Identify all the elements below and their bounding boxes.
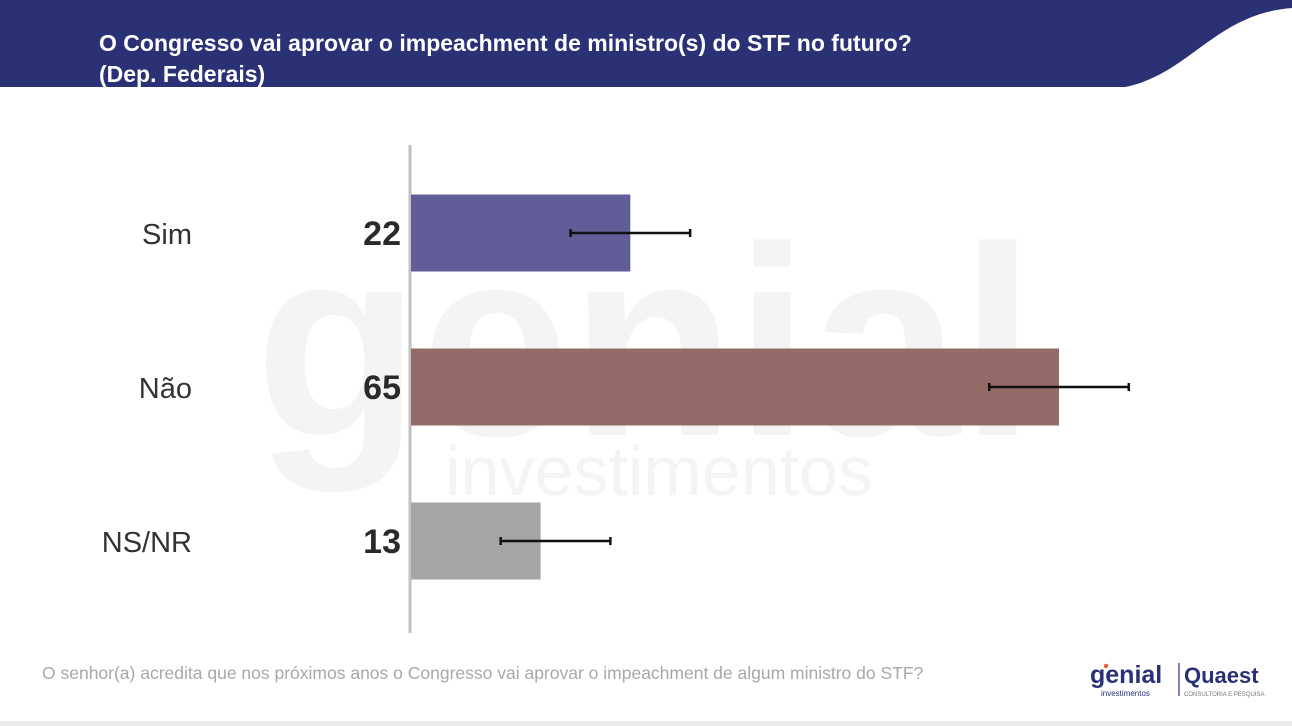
watermark-word: genial [255, 200, 1035, 494]
survey-question-text: O senhor(a) acredita que nos próximos an… [42, 663, 924, 683]
quaest-logo-text: Quaest [1184, 663, 1259, 688]
watermark-subword: investimentos [445, 432, 873, 510]
genial-watermark: genial investimentos [255, 200, 1035, 510]
value-label-0: 22 [363, 215, 401, 253]
brand-logos: genial investimentos Quaest CONSULTORIA … [1090, 661, 1264, 698]
genial-logo-subtext: investimentos [1101, 689, 1150, 698]
value-label-1: 65 [363, 369, 401, 407]
bar-1 [411, 348, 1059, 426]
page-title-line-1: O Congresso vai aprovar o impeachment de… [99, 30, 912, 56]
bottom-divider [0, 721, 1292, 726]
genial-logo-dot [1103, 663, 1109, 669]
category-label-1: Não [139, 373, 192, 405]
category-label-2: NS/NR [102, 527, 192, 559]
genial-logo-text: genial [1090, 661, 1162, 689]
quaest-logo-subtext: CONSULTORIA E PESQUISA [1184, 692, 1264, 698]
value-label-2: 13 [363, 523, 401, 561]
category-label-0: Sim [142, 219, 192, 251]
header-banner: O Congresso vai aprovar o impeachment de… [0, 0, 1292, 100]
page-title-line-2: (Dep. Federais) [99, 61, 266, 87]
header-background [0, 0, 1292, 87]
chart-marks: Sim 22 Não 65 NS/NR 13 [102, 194, 1131, 580]
